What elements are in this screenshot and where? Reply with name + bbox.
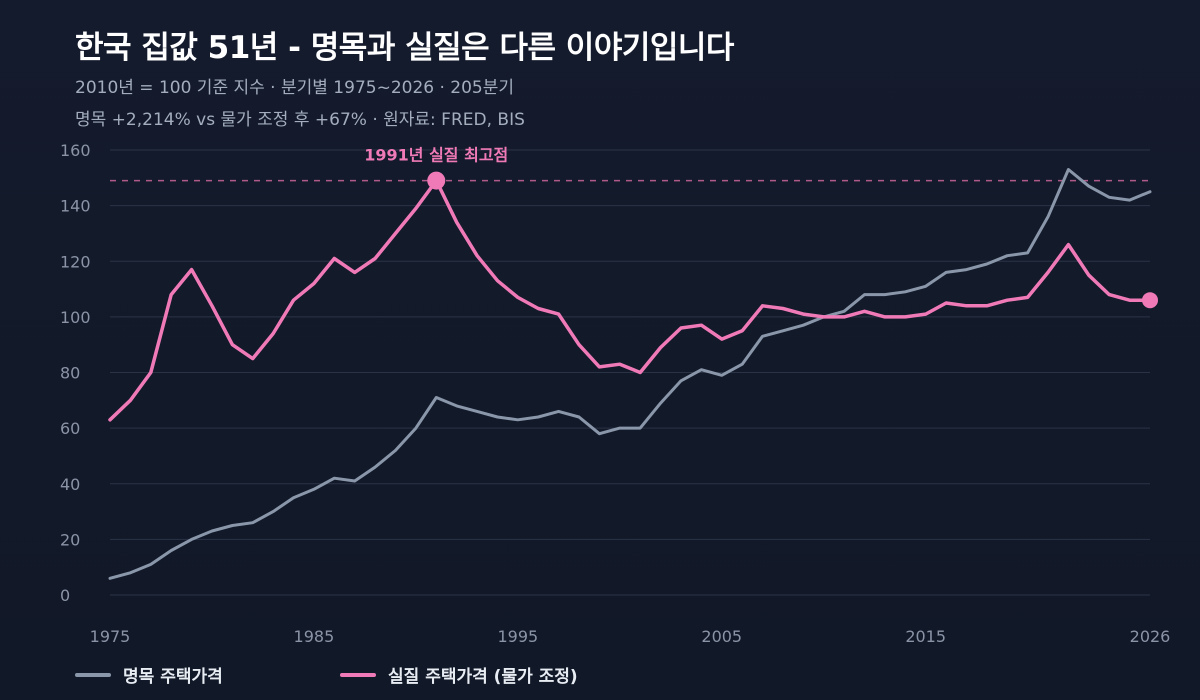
legend-label-nominal: 명목 주택가격 [123, 667, 223, 687]
y-tick-label: 140 [60, 197, 91, 216]
series-line-nominal [108, 168, 1152, 580]
peak-annotation-label: 1991년 실질 최고점 [364, 146, 508, 165]
y-tick-label: 80 [60, 364, 80, 383]
legend-swatch-real [340, 672, 376, 677]
x-tick-label: 1985 [294, 627, 335, 646]
x-tick-label: 2026 [1130, 627, 1171, 646]
chart-title: 한국 집값 51년 - 명목과 실질은 다른 이야기입니다 [75, 30, 734, 66]
y-tick-label: 100 [60, 308, 91, 327]
chart-subtitle-line2: 명목 +2,214% vs 물가 조정 후 +67% · 원자료: FRED, … [75, 110, 525, 130]
y-tick-label: 160 [60, 141, 91, 160]
y-tick-label: 40 [60, 475, 80, 494]
chart-subtitle-line1: 2010년 = 100 기준 지수 · 분기별 1975~2026 · 205분… [75, 78, 515, 98]
legend-item-nominal: 명목 주택가격 [75, 662, 223, 687]
legend-swatch-nominal [75, 672, 111, 677]
y-tick-label: 120 [60, 252, 91, 271]
end-marker-real [1142, 292, 1158, 309]
series-line-real [108, 178, 1152, 422]
x-tick-label: 2015 [905, 627, 946, 646]
x-tick-label: 1995 [497, 627, 538, 646]
peak-marker [427, 171, 446, 190]
y-tick-label: 0 [60, 586, 70, 605]
legend-item-real: 실질 주택가격 (물가 조정) [340, 662, 578, 687]
legend-label-real: 실질 주택가격 (물가 조정) [388, 667, 578, 687]
y-tick-label: 20 [60, 530, 80, 549]
y-tick-label: 60 [60, 419, 80, 438]
x-tick-label: 1975 [90, 627, 131, 646]
x-tick-label: 2005 [701, 627, 742, 646]
